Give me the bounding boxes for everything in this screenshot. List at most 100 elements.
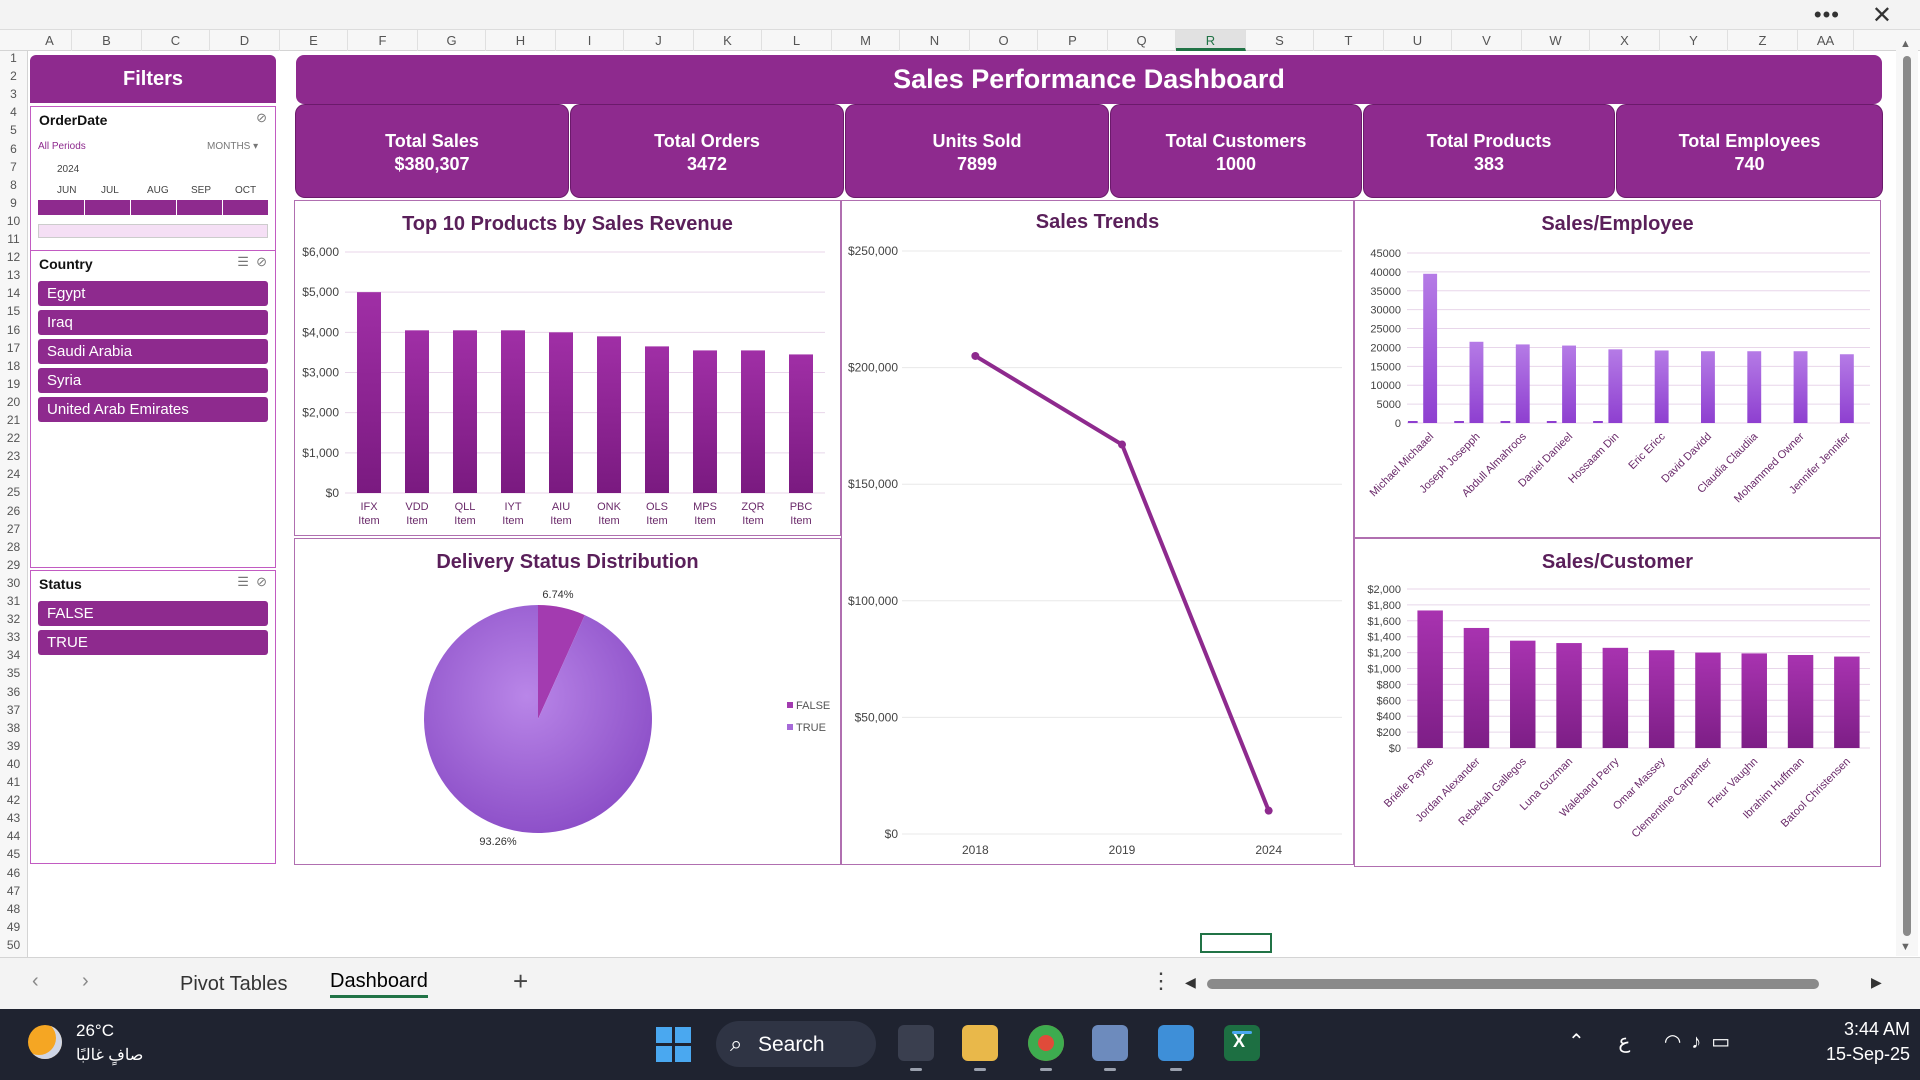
column-header[interactable]: F [348, 30, 418, 51]
row-header[interactable]: 40 [6, 756, 21, 771]
battery-icon[interactable]: ▭ [1711, 1031, 1731, 1053]
row-header[interactable]: 32 [6, 612, 21, 627]
close-icon[interactable]: ✕ [1871, 2, 1892, 29]
row-header[interactable]: 15 [6, 304, 21, 319]
chrome-icon[interactable] [1028, 1025, 1064, 1071]
sales-employee-panel[interactable]: Sales/Employee 0 5000 10000 15000 20000 25000… [1354, 200, 1881, 538]
horizontal-scrollbar[interactable]: ◀ ▶ [1185, 974, 1885, 992]
timeline-scrollbar[interactable] [38, 224, 268, 238]
column-header[interactable]: K [694, 30, 762, 51]
column-header[interactable]: W [1522, 30, 1590, 51]
scroll-down-icon[interactable]: ▼ [1900, 941, 1911, 953]
windows-start-icon[interactable] [656, 1027, 692, 1063]
row-header[interactable]: 24 [6, 467, 21, 482]
row-header[interactable]: 47 [6, 883, 21, 898]
row-header[interactable]: 28 [6, 539, 21, 554]
column-header[interactable]: A [28, 30, 72, 51]
row-header[interactable]: 49 [6, 919, 21, 934]
volume-icon[interactable]: ♪ [1691, 1031, 1702, 1053]
row-header[interactable]: 11 [7, 232, 20, 246]
row-header[interactable]: 31 [6, 594, 21, 608]
country-item-uae[interactable]: United Arab Emirates [38, 397, 268, 422]
row-header[interactable]: 41 [6, 775, 21, 789]
next-sheet-icon[interactable]: › [82, 970, 89, 992]
months-dropdown[interactable]: MONTHS ▾ [207, 141, 259, 152]
row-header[interactable]: 12 [6, 250, 21, 265]
row-header[interactable]: 19 [6, 376, 21, 391]
country-item-saudi-arabia[interactable]: Saudi Arabia [38, 339, 268, 364]
row-header[interactable]: 2 [10, 69, 17, 84]
row-header[interactable]: 25 [6, 485, 21, 500]
row-header[interactable]: 17 [6, 340, 21, 355]
row-header[interactable]: 45 [6, 847, 21, 862]
column-header[interactable]: X [1590, 30, 1660, 51]
vertical-scroll-thumb[interactable] [1903, 56, 1911, 936]
row-header[interactable]: 7 [10, 159, 17, 174]
row-header[interactable]: 37 [6, 702, 21, 717]
more-options-icon[interactable]: ••• [1813, 2, 1840, 27]
row-header[interactable]: 4 [10, 105, 17, 120]
clear-filter-icon[interactable]: ⊘ [256, 110, 267, 125]
selected-cell[interactable] [1200, 933, 1272, 953]
row-header[interactable]: 8 [10, 177, 17, 192]
language-indicator[interactable]: ع [1618, 1031, 1631, 1053]
delivery-status-panel[interactable]: Delivery Status Distribution 6.74% 93.26%… [294, 538, 841, 865]
taskbar-search[interactable]: ⌕ Search [716, 1021, 876, 1067]
excel-taskbar-icon[interactable]: X [1224, 1025, 1260, 1061]
column-header[interactable]: H [486, 30, 556, 51]
task-view-icon[interactable] [898, 1025, 934, 1071]
row-header[interactable]: 42 [6, 793, 21, 808]
vertical-scrollbar[interactable]: ▲ ▼ [1896, 36, 1918, 956]
multi-select-icon[interactable]: ☰ ⊘ [237, 254, 267, 269]
row-header[interactable]: 6 [10, 141, 17, 156]
prev-sheet-icon[interactable]: ‹ [32, 970, 39, 992]
row-header[interactable]: 50 [6, 937, 21, 952]
top10-chart-panel[interactable]: Top 10 Products by Sales Revenue $0 $1,00… [294, 200, 841, 536]
row-header[interactable]: 29 [6, 557, 21, 572]
column-header[interactable]: D [210, 30, 280, 51]
row-header[interactable]: 21 [6, 413, 21, 427]
photos-icon[interactable] [1158, 1025, 1194, 1071]
row-header[interactable]: 30 [6, 575, 21, 590]
column-header[interactable]: N [900, 30, 970, 51]
row-header[interactable]: 26 [6, 503, 21, 518]
row-header[interactable]: 33 [6, 630, 21, 645]
tab-dashboard[interactable]: Dashboard [330, 970, 428, 998]
country-item-egypt[interactable]: Egypt [38, 281, 268, 306]
column-header[interactable]: O [970, 30, 1038, 51]
column-header[interactable]: S [1246, 30, 1314, 51]
row-header[interactable]: 44 [6, 829, 21, 844]
file-explorer-icon[interactable] [962, 1025, 998, 1071]
row-header[interactable]: 13 [6, 268, 21, 283]
column-header[interactable]: J [624, 30, 694, 51]
column-header[interactable]: G [418, 30, 486, 51]
column-header[interactable]: Y [1660, 30, 1728, 51]
column-header[interactable]: Q [1108, 30, 1176, 51]
row-header[interactable]: 23 [6, 449, 21, 464]
sales-trends-panel[interactable]: Sales Trends $0 $50,000 $100,000 $150,000 $2… [841, 200, 1354, 865]
taskbar-clock[interactable]: 3:44 AM 15-Sep-25 [1800, 1019, 1910, 1065]
column-header[interactable]: AA [1798, 30, 1854, 51]
country-item-iraq[interactable]: Iraq [38, 310, 268, 335]
scroll-right-icon[interactable]: ▶ [1871, 974, 1882, 990]
row-header[interactable]: 10 [6, 213, 21, 228]
horizontal-scroll-thumb[interactable] [1207, 979, 1819, 989]
row-header[interactable]: 20 [6, 394, 21, 409]
orderdate-timeline[interactable]: OrderDate ⊘ All Periods MONTHS ▾ 2024 JU… [30, 106, 276, 252]
row-header[interactable]: 5 [10, 123, 17, 138]
column-header[interactable]: T [1314, 30, 1384, 51]
column-header[interactable]: P [1038, 30, 1108, 51]
row-header[interactable]: 1 [10, 51, 17, 65]
row-header[interactable]: 16 [6, 322, 21, 337]
row-header[interactable]: 18 [6, 358, 21, 373]
scroll-left-icon[interactable]: ◀ [1185, 974, 1196, 990]
column-header[interactable]: M [832, 30, 900, 51]
chevron-up-icon[interactable]: ⌃ [1568, 1031, 1585, 1053]
column-header[interactable]: Z [1728, 30, 1798, 51]
country-item-syria[interactable]: Syria [38, 368, 268, 393]
column-header[interactable]: B [72, 30, 142, 51]
status-item-true[interactable]: TRUE [38, 630, 268, 655]
row-header[interactable]: 27 [6, 521, 21, 536]
scroll-up-icon[interactable]: ▲ [1900, 38, 1911, 50]
row-header[interactable]: 39 [6, 738, 21, 753]
